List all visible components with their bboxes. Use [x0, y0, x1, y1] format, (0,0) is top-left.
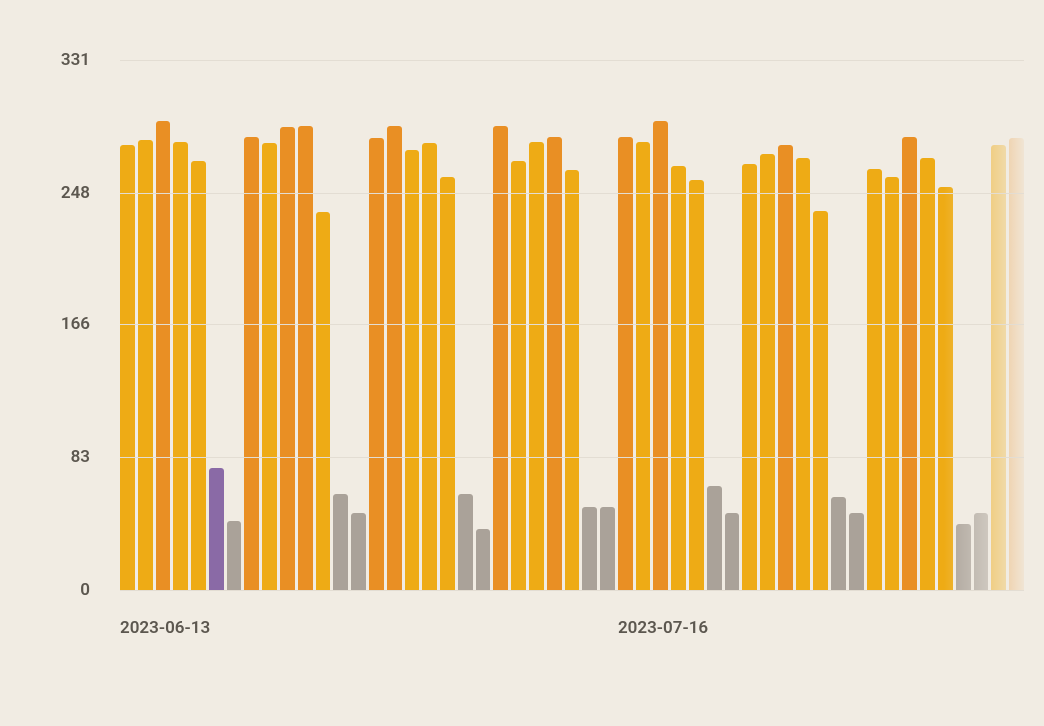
bar[interactable] [262, 143, 277, 590]
bar-chart: 083166248331 2023-06-132023-07-16 [0, 0, 1044, 726]
bar[interactable] [511, 161, 526, 590]
bar[interactable] [760, 154, 775, 590]
bar[interactable] [333, 494, 348, 590]
gridline [120, 193, 1024, 194]
gridline [120, 60, 1024, 61]
bar[interactable] [885, 177, 900, 590]
bar[interactable] [316, 212, 331, 590]
bar[interactable] [120, 145, 135, 590]
y-tick-label: 331 [61, 50, 120, 70]
bar[interactable] [991, 145, 1006, 590]
bar[interactable] [529, 142, 544, 590]
bar[interactable] [671, 166, 686, 590]
x-tick-label: 2023-06-13 [120, 618, 210, 638]
bar[interactable] [920, 158, 935, 590]
bar[interactable] [387, 126, 402, 590]
bar[interactable] [227, 521, 242, 590]
bar[interactable] [742, 164, 757, 590]
y-tick-label: 166 [61, 314, 120, 334]
bar[interactable] [902, 137, 917, 590]
x-tick-label: 2023-07-16 [618, 618, 708, 638]
bar[interactable] [351, 513, 366, 590]
gridline [120, 590, 1024, 591]
bar[interactable] [138, 140, 153, 590]
bar[interactable] [582, 507, 597, 590]
bar[interactable] [191, 161, 206, 590]
bar[interactable] [867, 169, 882, 590]
bar[interactable] [209, 468, 224, 590]
y-tick-label: 0 [80, 580, 120, 600]
bar[interactable] [440, 177, 455, 590]
bar[interactable] [458, 494, 473, 590]
bar[interactable] [493, 126, 508, 590]
gridline [120, 324, 1024, 325]
bar[interactable] [369, 138, 384, 590]
bar[interactable] [476, 529, 491, 590]
bar[interactable] [422, 143, 437, 590]
bar[interactable] [938, 187, 953, 591]
bar[interactable] [653, 121, 668, 590]
bar[interactable] [813, 211, 828, 590]
bar[interactable] [796, 158, 811, 590]
bar[interactable] [1009, 138, 1024, 590]
bar[interactable] [298, 126, 313, 590]
bar[interactable] [547, 137, 562, 590]
x-axis: 2023-06-13 2023-07-16 [120, 600, 1024, 660]
bar[interactable] [405, 150, 420, 590]
plot-area: 083166248331 [120, 60, 1024, 590]
bar[interactable] [173, 142, 188, 590]
bar[interactable] [849, 513, 864, 590]
bar[interactable] [707, 486, 722, 590]
bar[interactable] [244, 137, 259, 590]
gridline [120, 457, 1024, 458]
y-tick-label: 248 [61, 183, 120, 203]
bar[interactable] [565, 170, 580, 590]
bar[interactable] [600, 507, 615, 590]
y-tick-label: 83 [71, 447, 120, 467]
bar[interactable] [280, 127, 295, 590]
bar[interactable] [956, 524, 971, 590]
bar[interactable] [636, 142, 651, 590]
bar[interactable] [156, 121, 171, 590]
bar[interactable] [974, 513, 989, 590]
bar[interactable] [618, 137, 633, 590]
bar[interactable] [778, 145, 793, 590]
bar[interactable] [689, 180, 704, 590]
bar[interactable] [725, 513, 740, 590]
bar[interactable] [831, 497, 846, 590]
